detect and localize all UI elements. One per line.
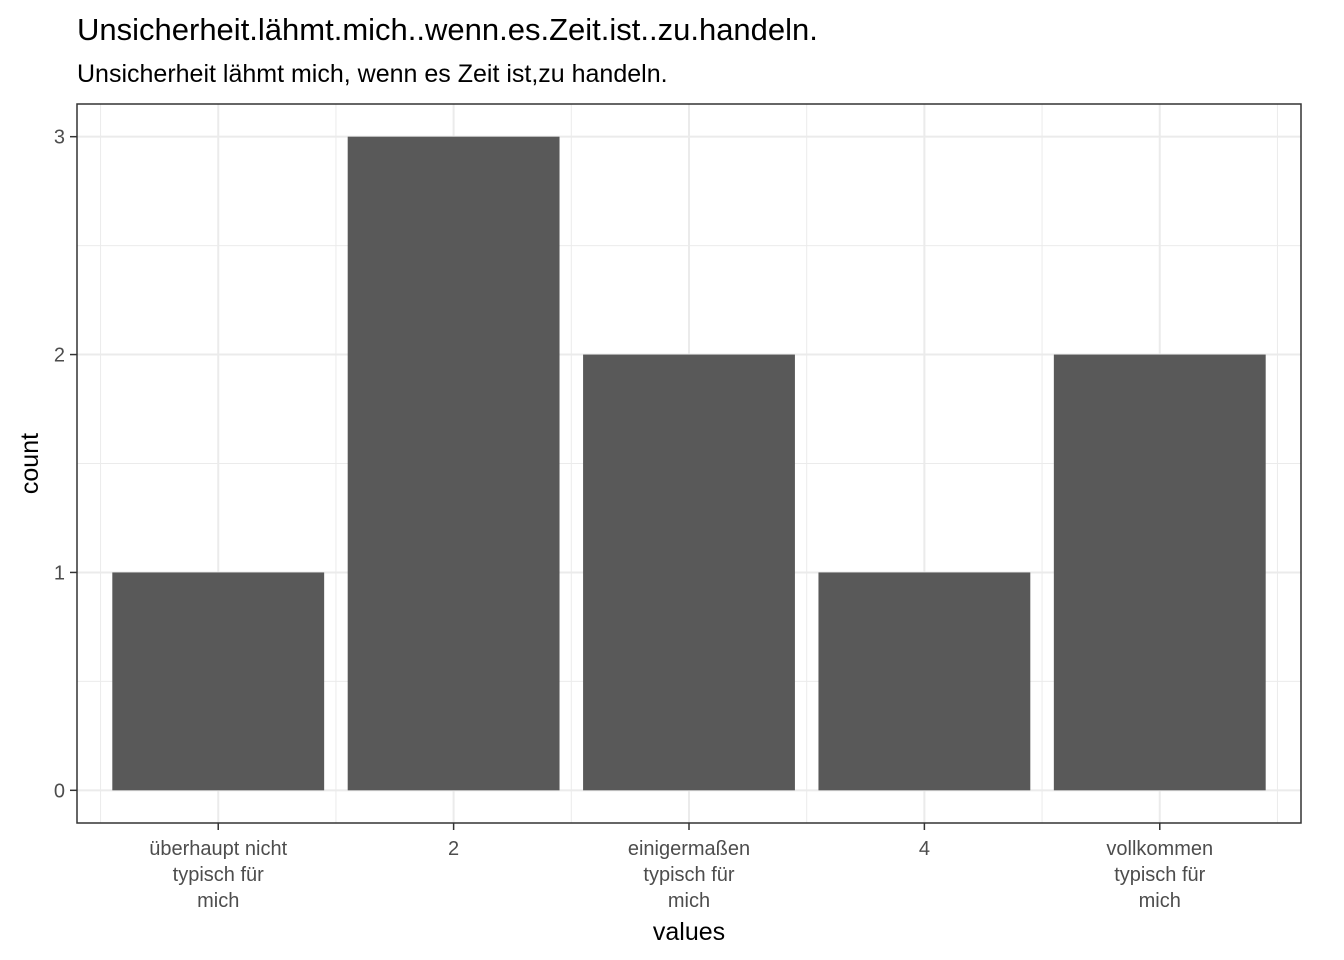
x-axis: überhaupt nicht typisch für mich 2 einigerma…	[149, 823, 1213, 912]
x-tick-label-line: typisch für	[643, 864, 734, 886]
bar	[583, 354, 795, 791]
bar	[818, 572, 1031, 791]
x-tick-label: einigermaßen typisch für mich	[628, 838, 750, 912]
x-tick-label-line: mich	[197, 890, 239, 912]
x-tick-label-line: mich	[1139, 890, 1181, 912]
y-tick-label: 3	[54, 127, 65, 149]
bar	[347, 136, 560, 791]
x-tick-label-line: typisch für	[1114, 864, 1205, 886]
x-tick-label: vollkommen typisch für mich	[1106, 838, 1213, 912]
x-tick-label-line: 4	[919, 838, 930, 860]
y-tick-label: 1	[54, 562, 65, 584]
y-tick-label: 2	[54, 345, 65, 367]
x-tick-label-line: überhaupt nicht	[149, 838, 287, 860]
x-tick-label-line: mich	[668, 890, 710, 912]
x-tick-label-line: 2	[448, 838, 459, 860]
bar	[112, 572, 325, 791]
x-tick-label-line: typisch für	[173, 864, 264, 886]
y-axis: 0 1 2 3	[54, 127, 77, 802]
chart-subtitle: Unsicherheit lähmt mich, wenn es Zeit is…	[77, 60, 668, 88]
chart-title: Unsicherheit.lähmt.mich..wenn.es.Zeit.is…	[77, 12, 818, 47]
x-tick-label-line: einigermaßen	[628, 838, 750, 860]
x-tick-label: 2	[448, 838, 459, 860]
bar	[1053, 354, 1266, 791]
x-tick-label: überhaupt nicht typisch für mich	[149, 838, 287, 912]
bars	[112, 136, 1266, 791]
y-tick-label: 0	[54, 780, 65, 802]
y-axis-title: count	[16, 433, 44, 494]
x-axis-title: values	[653, 918, 725, 946]
x-tick-label-line: vollkommen	[1106, 838, 1213, 860]
x-tick-label: 4	[919, 838, 930, 860]
